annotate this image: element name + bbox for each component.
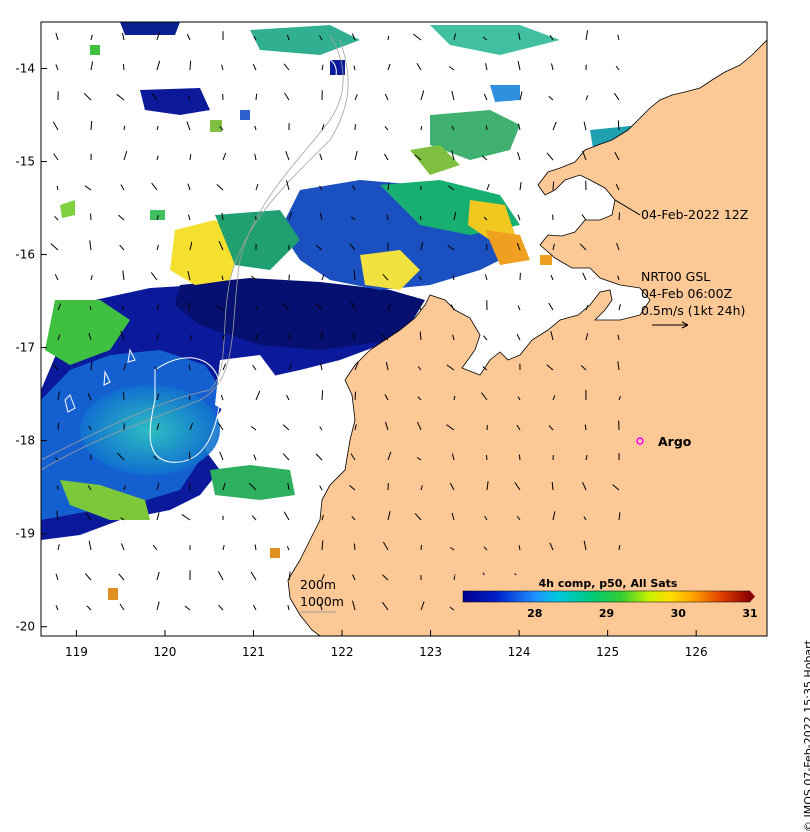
isobath-1000-label: 1000m — [300, 594, 344, 609]
current-product-label: NRT00 GSL — [641, 269, 710, 284]
colorbar-tick-label: 29 — [599, 607, 614, 620]
colorbar-ramp — [463, 591, 750, 602]
plot-area — [41, 22, 767, 636]
y-tick-label: -16 — [15, 248, 35, 262]
current-vector — [519, 455, 520, 461]
current-vector — [91, 214, 92, 221]
y-tick-label: -15 — [15, 155, 35, 169]
current-vector — [421, 126, 422, 130]
y-tick-label: -20 — [15, 620, 35, 634]
current-vector — [189, 396, 190, 401]
current-vector — [388, 36, 389, 40]
x-tick-label: 122 — [331, 645, 354, 659]
colorbar-title: 4h comp, p50, All Sats — [539, 577, 678, 590]
credit-text: © IMOS 07-Feb-2022 15:35 Hobart — [802, 640, 810, 832]
current-vector — [355, 392, 356, 400]
current-scale-label: 0.5m/s (1kt 24h) — [641, 303, 745, 318]
x-tick-label: 120 — [153, 645, 176, 659]
current-vector — [123, 392, 124, 400]
current-vector — [618, 120, 619, 130]
current-vector — [123, 64, 124, 70]
colorbar-tick-label: 30 — [671, 607, 687, 620]
y-tick-label: -17 — [15, 341, 35, 355]
current-vector — [58, 423, 59, 430]
x-tick-label: 121 — [242, 645, 265, 659]
x-tick-label: 119 — [65, 645, 88, 659]
colorbar-tick-label: 31 — [742, 607, 757, 620]
current-vector — [354, 544, 355, 550]
track-label: 04-Feb-2022 12Z — [641, 207, 748, 222]
x-tick-label: 124 — [508, 645, 531, 659]
current-vector — [420, 216, 421, 220]
current-vector — [553, 182, 554, 190]
y-tick-label: -14 — [15, 62, 35, 76]
sst-map: 119 120 121 122 123 124 125 126 -14 -15 -16 -17 -18… — [0, 0, 810, 672]
colorbar: 4h comp, p50, All Sats 28 29 30 31 — [455, 575, 761, 627]
current-vector — [619, 212, 620, 220]
current-vector — [322, 390, 323, 400]
current-vector — [421, 545, 422, 550]
y-tick-label: -19 — [15, 527, 35, 541]
x-tick-label: 125 — [596, 645, 619, 659]
colorbar-tick-label: 28 — [527, 607, 542, 620]
y-tick-label: -18 — [15, 434, 35, 448]
current-vector — [91, 121, 92, 130]
current-vector — [189, 452, 190, 460]
current-vector — [256, 94, 257, 100]
x-tick-label: 126 — [685, 645, 708, 659]
x-tick-label: 123 — [419, 645, 442, 659]
current-time-label: 04-Feb 06:00Z — [641, 286, 732, 301]
current-vector — [124, 126, 125, 130]
argo-label: Argo — [658, 434, 692, 449]
current-vector — [486, 455, 487, 460]
current-vector — [256, 306, 257, 310]
current-vector — [190, 61, 191, 70]
isobath-200-label: 200m — [300, 577, 336, 592]
